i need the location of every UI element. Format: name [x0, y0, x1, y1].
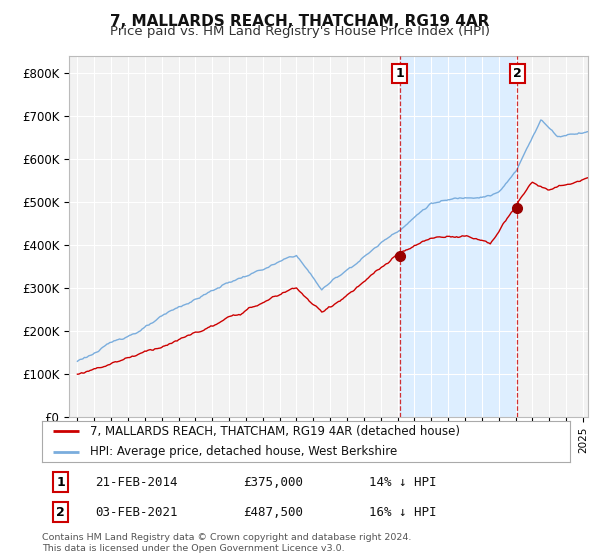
- Text: HPI: Average price, detached house, West Berkshire: HPI: Average price, detached house, West…: [89, 445, 397, 458]
- Text: £487,500: £487,500: [242, 506, 302, 519]
- Bar: [400, 56, 517, 417]
- Text: 1: 1: [395, 67, 404, 80]
- Text: 21-FEB-2014: 21-FEB-2014: [95, 475, 178, 488]
- Text: 7, MALLARDS REACH, THATCHAM, RG19 4AR: 7, MALLARDS REACH, THATCHAM, RG19 4AR: [110, 14, 490, 29]
- Text: 14% ↓ HPI: 14% ↓ HPI: [370, 475, 437, 488]
- Text: 1: 1: [56, 475, 65, 488]
- Text: 16% ↓ HPI: 16% ↓ HPI: [370, 506, 437, 519]
- Text: 2: 2: [512, 67, 521, 80]
- Text: 7, MALLARDS REACH, THATCHAM, RG19 4AR (detached house): 7, MALLARDS REACH, THATCHAM, RG19 4AR (d…: [89, 425, 460, 438]
- Text: Contains HM Land Registry data © Crown copyright and database right 2024.
This d: Contains HM Land Registry data © Crown c…: [42, 533, 412, 553]
- Text: 03-FEB-2021: 03-FEB-2021: [95, 506, 178, 519]
- Text: Price paid vs. HM Land Registry's House Price Index (HPI): Price paid vs. HM Land Registry's House …: [110, 25, 490, 38]
- Text: 2: 2: [56, 506, 65, 519]
- Text: £375,000: £375,000: [242, 475, 302, 488]
